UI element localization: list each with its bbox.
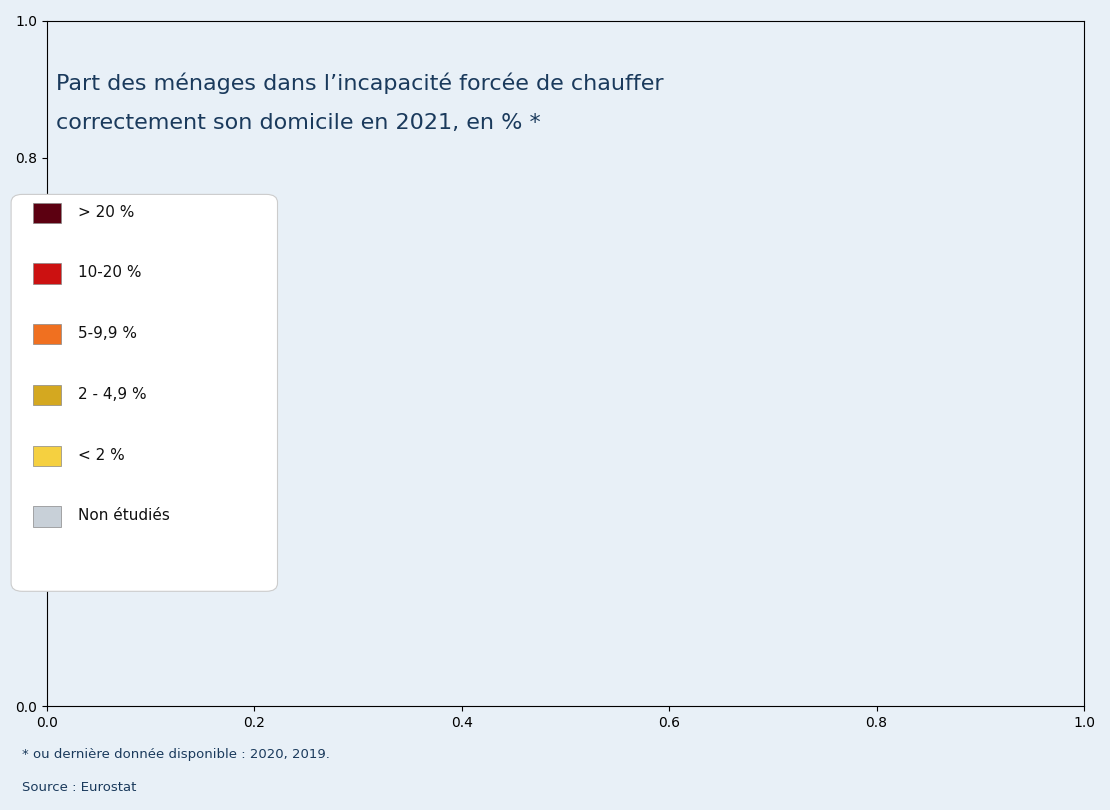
Text: 5-9,9 %: 5-9,9 % <box>78 326 137 341</box>
Text: Part des ménages dans l’incapacité forcée de chauffer: Part des ménages dans l’incapacité forcé… <box>56 73 663 95</box>
Text: < 2 %: < 2 % <box>78 448 124 463</box>
Text: Non étudiés: Non étudiés <box>78 509 170 523</box>
Text: correctement son domicile en 2021, en % *: correctement son domicile en 2021, en % … <box>56 113 541 134</box>
Text: 2 - 4,9 %: 2 - 4,9 % <box>78 387 147 402</box>
Text: > 20 %: > 20 % <box>78 205 134 220</box>
Text: 10-20 %: 10-20 % <box>78 266 141 280</box>
Text: Source : Eurostat: Source : Eurostat <box>22 781 137 794</box>
Text: * ou dernière donnée disponible : 2020, 2019.: * ou dernière donnée disponible : 2020, … <box>22 748 330 761</box>
